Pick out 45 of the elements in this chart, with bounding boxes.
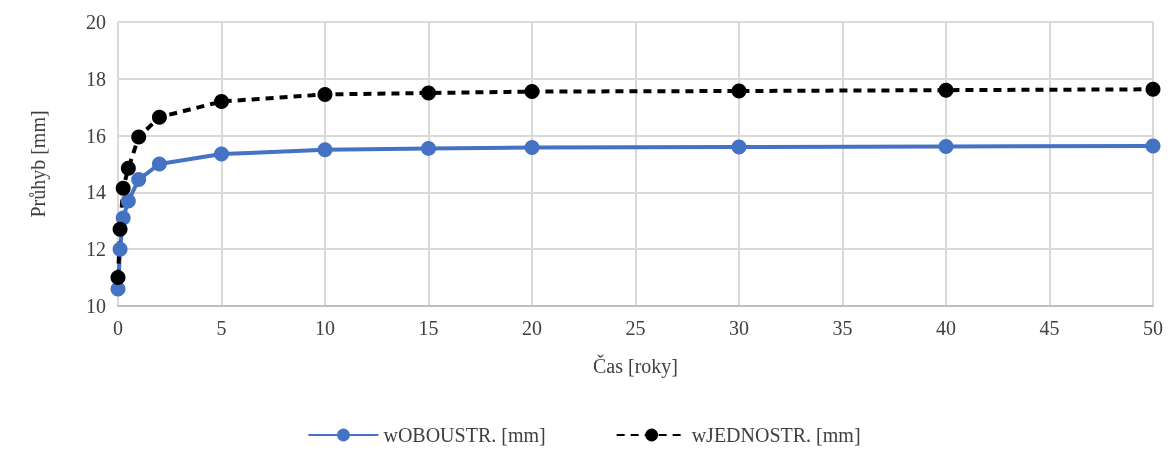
point [214, 94, 229, 110]
x-tick-label: 40 [936, 317, 956, 339]
x-tick-label: 15 [418, 317, 439, 339]
y-tick-label: 18 [86, 67, 106, 90]
x-tick-label: 20 [522, 317, 542, 339]
point [731, 83, 747, 99]
point [421, 85, 436, 101]
x-tick-label: 45 [1039, 317, 1060, 339]
legend-label: wJEDNOSTR. [mm] [691, 424, 861, 446]
y-tick-label: 20 [86, 11, 106, 33]
point [110, 270, 126, 286]
x-tick-label: 10 [315, 317, 335, 339]
point [317, 86, 333, 102]
point [131, 172, 147, 188]
point [120, 160, 136, 176]
point [1145, 138, 1161, 154]
y-tick-label: 12 [86, 238, 106, 261]
legend-label: wOBOUSTR. [mm] [383, 424, 546, 446]
x-tick-label: 50 [1143, 317, 1163, 339]
point [1145, 81, 1161, 97]
point [131, 129, 147, 145]
x-tick-label: 5 [216, 317, 227, 339]
point [938, 138, 954, 154]
x-axis-title: Čas [roky] [593, 354, 678, 378]
point [421, 140, 436, 156]
point [524, 84, 540, 100]
x-tick-label: 30 [729, 317, 749, 339]
point [524, 140, 540, 156]
point [112, 241, 128, 257]
point [151, 156, 167, 172]
point [317, 142, 333, 158]
point [112, 221, 128, 237]
y-tick-label: 10 [86, 295, 106, 317]
y-axis-title: Průhyb [mm] [27, 110, 50, 218]
point [731, 139, 747, 155]
point [938, 82, 954, 98]
point [214, 146, 229, 162]
y-tick-label: 14 [86, 181, 106, 204]
y-tick-label: 16 [86, 124, 106, 147]
point [120, 193, 136, 209]
x-tick-label: 35 [832, 317, 853, 339]
point [151, 109, 167, 125]
x-tick-label: 25 [625, 317, 646, 339]
x-tick-label: 0 [113, 317, 123, 339]
point [115, 180, 131, 196]
